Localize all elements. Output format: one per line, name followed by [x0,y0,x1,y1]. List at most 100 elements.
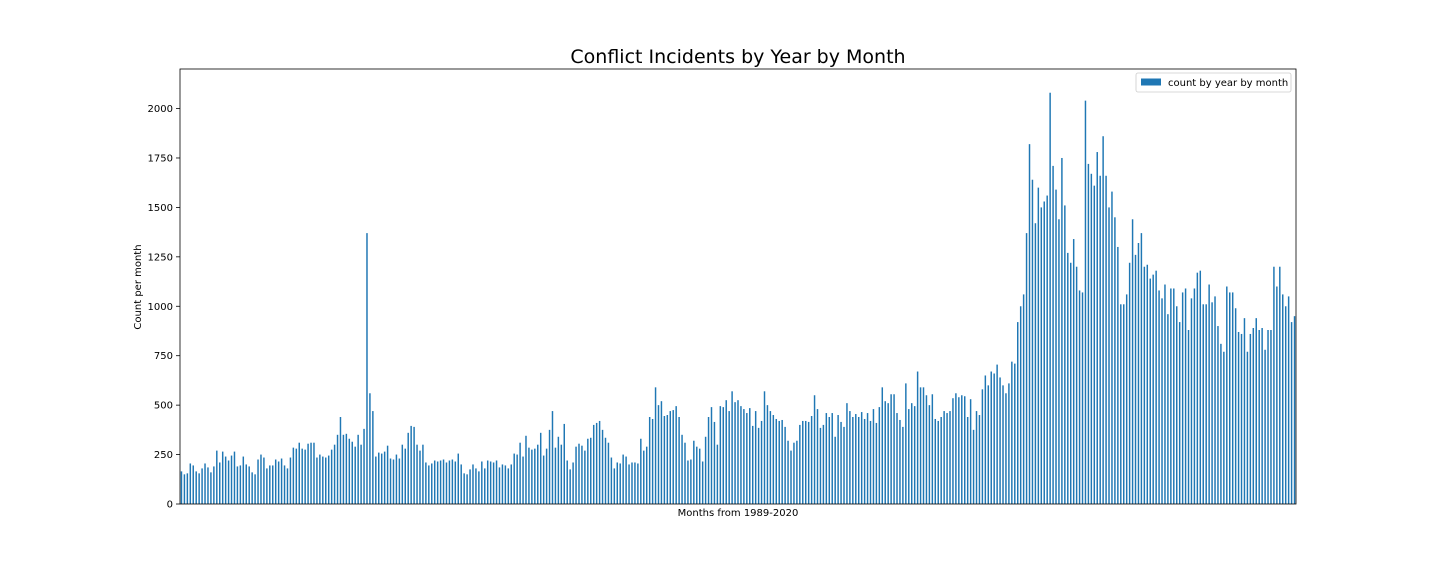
bar [548,429,551,504]
bar [345,433,348,504]
bar [1199,270,1202,504]
bar [955,393,957,504]
bar [1284,306,1287,504]
bars-group [180,92,1296,505]
bar [713,421,716,504]
bar [319,454,321,504]
bar [227,460,230,504]
bar [657,405,660,504]
bar [972,429,975,504]
bar [1070,262,1072,504]
bar [598,420,601,504]
bar [1034,223,1037,505]
bar [637,463,639,504]
bar [675,406,677,505]
bar [525,435,527,504]
bar [899,419,901,504]
y-tick-label: 1500 [148,203,173,214]
bar [740,406,742,505]
bar [245,464,247,504]
bar [952,398,954,504]
bar [934,418,937,504]
legend-frame [1135,72,1292,93]
bar [1196,272,1199,504]
bar [872,409,875,504]
legend-label: count by year by month [1168,78,1288,89]
bar [831,413,833,504]
bar [1019,306,1022,504]
bar [316,457,318,504]
bar [342,434,345,504]
bar [763,391,766,504]
bar [1249,333,1252,504]
bar [890,394,892,504]
bar [333,444,336,504]
bar [192,465,194,504]
bar [180,471,183,505]
bar [840,421,842,504]
bar [378,452,380,504]
bar [793,442,795,504]
bar [1173,288,1175,504]
bar [263,457,265,504]
bar [919,387,922,504]
bar [946,413,948,504]
bar [325,457,327,504]
bar [351,441,353,504]
bar [410,425,412,504]
bar [210,472,212,504]
y-tick-label: 250 [154,450,173,461]
bar [902,426,904,504]
bar [666,415,669,504]
bar [327,455,330,504]
bar [1072,239,1075,505]
bar [969,399,972,504]
bar [1087,163,1090,504]
bar [516,454,518,504]
bar [1128,262,1131,504]
bar [766,405,769,504]
bar [578,443,580,504]
bar [433,460,436,504]
bar [189,463,192,504]
bar [922,387,925,504]
bar [289,457,292,504]
bar [207,467,209,504]
y-axis-label: Count per month [133,244,144,329]
bar [1011,361,1013,504]
bar [1037,187,1040,504]
bar [507,468,510,504]
bar [1005,393,1007,504]
bar [707,417,710,504]
bar [439,460,442,504]
bar [221,451,224,504]
bar [236,466,239,504]
bar [481,461,483,504]
bar [981,389,984,504]
bar [436,461,439,504]
bar [787,440,789,504]
bar [813,395,816,504]
bar [1282,294,1284,504]
bar [893,394,895,504]
bar [572,462,574,504]
bar [592,424,595,504]
bar [802,420,804,504]
bar [510,464,512,504]
bar [204,463,206,504]
bar [357,434,359,504]
bar [1261,328,1263,504]
bar [463,473,465,504]
bar [330,449,333,505]
bar [1123,304,1125,504]
bar [731,391,733,504]
bar [1049,92,1051,504]
bar [993,373,995,504]
bar [975,411,978,504]
bar [875,422,878,504]
bar [301,448,303,504]
bar [905,383,907,504]
bar [492,462,495,504]
bar [286,468,289,504]
bar [1108,207,1110,504]
